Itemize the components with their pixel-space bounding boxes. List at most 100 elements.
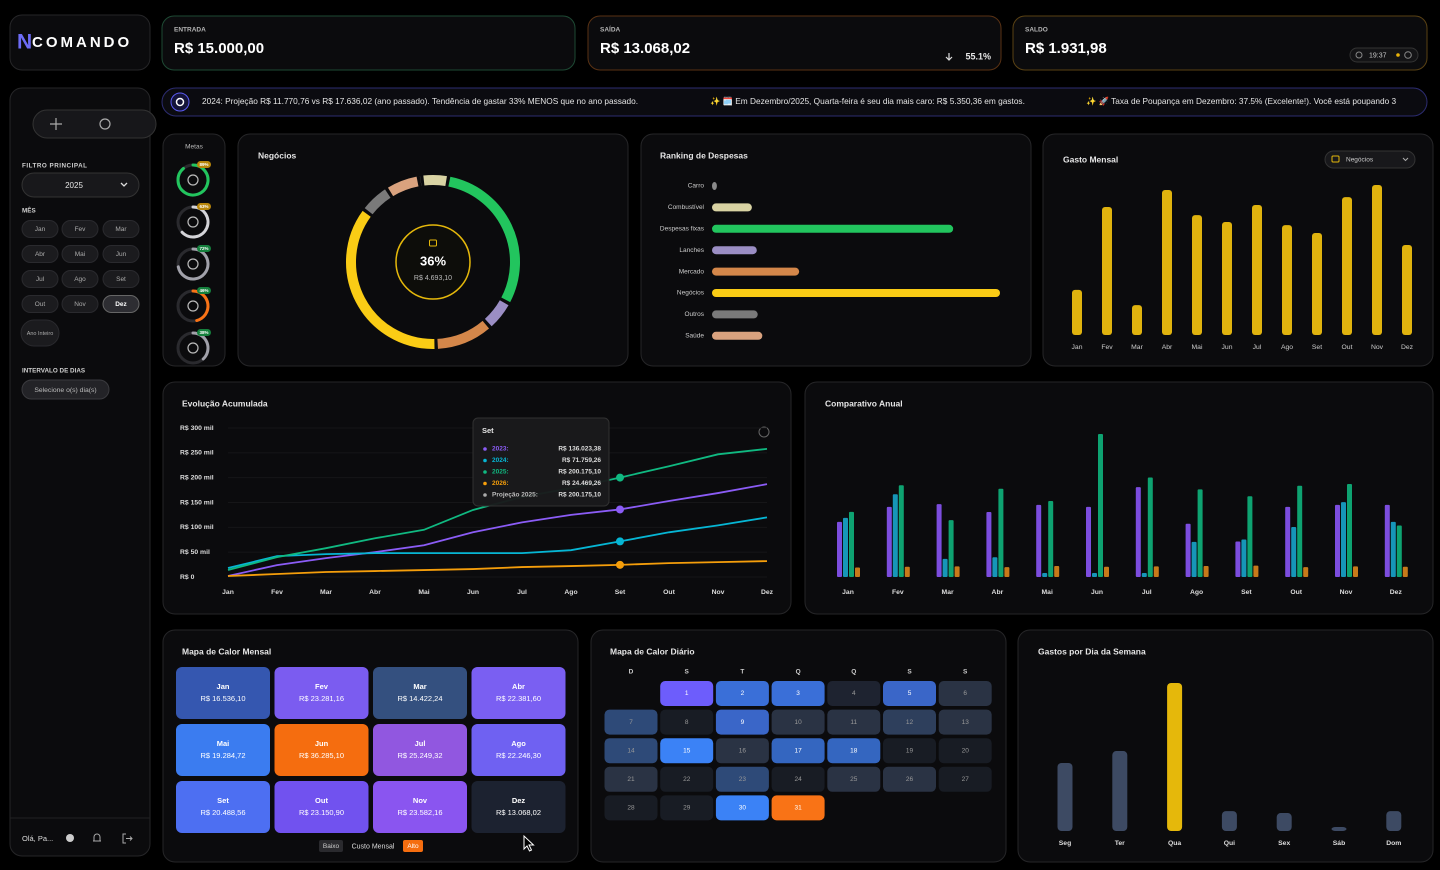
action-buttons[interactable] bbox=[32, 109, 157, 139]
month-label[interactable]: Ago bbox=[74, 276, 86, 283]
month-label[interactable]: Abr bbox=[35, 251, 46, 258]
day-cell[interactable] bbox=[827, 738, 881, 764]
y-tick-label: R$ 50 mil bbox=[180, 549, 210, 556]
goal-percent: 38% bbox=[199, 330, 208, 335]
month-button[interactable] bbox=[102, 270, 140, 288]
bar bbox=[1086, 506, 1091, 577]
legend-high-label: Alto bbox=[407, 843, 419, 850]
day-cell[interactable] bbox=[883, 681, 936, 706]
day-cell[interactable] bbox=[771, 766, 825, 792]
month-button[interactable] bbox=[61, 220, 99, 238]
day-cell[interactable] bbox=[771, 709, 825, 735]
help-icon[interactable] bbox=[758, 426, 770, 438]
month-label[interactable]: Dez bbox=[115, 301, 127, 308]
day-cell[interactable] bbox=[715, 738, 769, 764]
day-cell[interactable] bbox=[715, 795, 769, 821]
bar bbox=[1072, 289, 1082, 335]
day-cell[interactable] bbox=[660, 709, 714, 735]
month-label[interactable]: Fev bbox=[75, 226, 87, 233]
day-cell[interactable] bbox=[604, 795, 658, 821]
tooltip-dot bbox=[483, 447, 487, 451]
month-button[interactable] bbox=[61, 295, 99, 313]
logo-mark: N bbox=[17, 31, 32, 54]
day-cell[interactable] bbox=[771, 738, 825, 764]
month-button[interactable] bbox=[102, 295, 140, 313]
month-button[interactable] bbox=[21, 245, 59, 263]
day-cell[interactable] bbox=[660, 681, 714, 706]
day-cell[interactable] bbox=[883, 766, 936, 792]
day-cell[interactable] bbox=[604, 738, 658, 764]
settings-icon[interactable] bbox=[66, 834, 74, 842]
day-number: 11 bbox=[850, 719, 857, 726]
bar bbox=[1297, 485, 1303, 577]
day-cell[interactable] bbox=[938, 681, 992, 706]
goal-badge bbox=[197, 245, 211, 252]
day-cell[interactable] bbox=[715, 681, 769, 706]
day-cell[interactable] bbox=[883, 709, 936, 735]
section-title: MÊS bbox=[22, 206, 36, 215]
day-cell[interactable] bbox=[938, 709, 992, 735]
day-cell[interactable] bbox=[938, 766, 992, 792]
day-cell[interactable] bbox=[715, 766, 769, 792]
x-tick-label: Out bbox=[1342, 344, 1353, 351]
cell-month: Fev bbox=[315, 682, 329, 691]
month-button[interactable] bbox=[61, 270, 99, 288]
day-number: 25 bbox=[850, 776, 858, 783]
bar bbox=[1353, 566, 1358, 577]
year-button-label[interactable]: Ano Inteiro bbox=[27, 331, 54, 337]
day-number: 5 bbox=[908, 690, 912, 697]
month-button[interactable] bbox=[21, 220, 59, 238]
year-button[interactable] bbox=[20, 319, 60, 347]
day-cell[interactable] bbox=[938, 738, 992, 764]
day-range-input[interactable] bbox=[21, 379, 110, 400]
bar bbox=[892, 494, 898, 577]
day-number: 2 bbox=[741, 690, 745, 697]
month-button[interactable] bbox=[21, 295, 59, 313]
x-tick-label: Jan bbox=[842, 589, 854, 596]
day-cell[interactable] bbox=[771, 795, 825, 821]
month-label[interactable]: Mai bbox=[75, 251, 85, 258]
month-button[interactable] bbox=[21, 270, 59, 288]
bar bbox=[1192, 215, 1202, 335]
day-cell[interactable] bbox=[660, 766, 714, 792]
day-number: 26 bbox=[906, 776, 914, 783]
bell-icon[interactable] bbox=[93, 833, 101, 842]
day-cell[interactable] bbox=[827, 709, 881, 735]
month-label[interactable]: Jun bbox=[116, 251, 127, 258]
day-cell[interactable] bbox=[827, 681, 881, 706]
month-label[interactable]: Out bbox=[35, 301, 46, 308]
month-label[interactable]: Jul bbox=[36, 276, 45, 283]
day-cell[interactable] bbox=[771, 681, 825, 706]
bar bbox=[1402, 244, 1412, 335]
day-cell[interactable] bbox=[883, 738, 936, 764]
bar bbox=[712, 203, 752, 212]
category-select[interactable] bbox=[1324, 150, 1416, 169]
day-cell[interactable] bbox=[604, 766, 658, 792]
day-cell[interactable] bbox=[660, 795, 714, 821]
day-cell[interactable] bbox=[827, 766, 881, 792]
month-button[interactable] bbox=[102, 245, 140, 263]
bar bbox=[1390, 521, 1396, 577]
bar bbox=[1054, 565, 1060, 577]
ticker-item: 2024: Projeção R$ 11.770,76 vs R$ 17.636… bbox=[202, 96, 638, 106]
logout-icon[interactable] bbox=[122, 833, 133, 844]
panel-title: Negócios bbox=[258, 150, 297, 160]
x-tick-label: Jan bbox=[222, 589, 234, 596]
month-label[interactable]: Nov bbox=[74, 301, 86, 308]
day-cell[interactable] bbox=[604, 709, 658, 735]
y-tick-label: R$ 100 mil bbox=[180, 524, 214, 531]
tooltip-label: 2024: bbox=[492, 457, 509, 464]
year-select[interactable] bbox=[21, 172, 140, 198]
day-cell[interactable] bbox=[660, 738, 714, 764]
day-cell[interactable] bbox=[715, 709, 769, 735]
month-label[interactable]: Set bbox=[116, 276, 126, 283]
month-label[interactable]: Jan bbox=[35, 226, 46, 233]
month-button[interactable] bbox=[102, 220, 140, 238]
month-label[interactable]: Mar bbox=[115, 226, 127, 233]
month-button[interactable] bbox=[61, 245, 99, 263]
day-number: 16 bbox=[739, 747, 747, 754]
donut-percent: 36% bbox=[420, 253, 446, 268]
bar bbox=[942, 558, 948, 577]
cell-value: R$ 13.068,02 bbox=[496, 808, 541, 817]
x-tick-label: Jul bbox=[1253, 344, 1262, 351]
